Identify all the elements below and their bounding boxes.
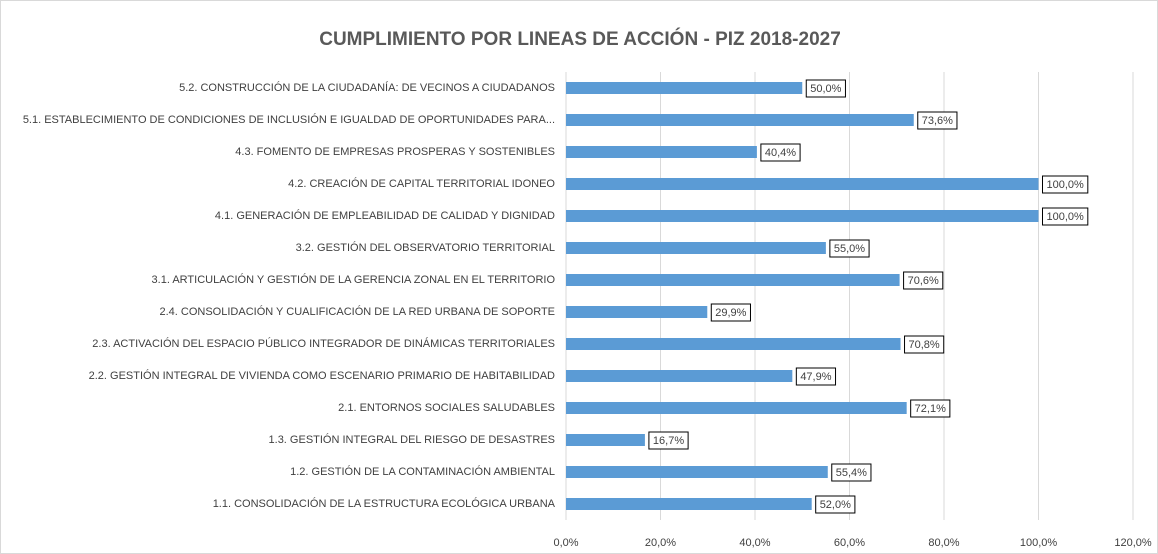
y-tick-label: 1.1. CONSOLIDACIÓN DE LA ESTRUCTURA ECOL…	[213, 497, 556, 510]
bar	[566, 82, 803, 94]
data-label-box	[917, 111, 958, 130]
x-tick-label: 120,0%	[1114, 537, 1152, 549]
data-label-box	[710, 303, 751, 322]
y-tick-label: 4.3. FOMENTO DE EMPRESAS PROSPERAS Y SOS…	[235, 146, 555, 158]
x-tick-label: 60,0%	[834, 537, 865, 549]
bar	[566, 146, 757, 158]
data-label: 16,7%	[653, 435, 684, 447]
data-label-box	[829, 239, 870, 258]
bar	[566, 434, 645, 446]
data-label-box	[904, 335, 945, 354]
data-label-box	[805, 79, 846, 98]
bar	[566, 114, 914, 126]
data-label-box	[815, 495, 856, 514]
bar	[566, 306, 708, 318]
data-label: 55,4%	[836, 467, 867, 479]
y-tick-label: 4.2. CREACIÓN DE CAPITAL TERRITORIAL IDO…	[288, 177, 555, 190]
y-tick-label: 3.1. ARTICULACIÓN Y GESTIÓN DE LA GERENC…	[152, 273, 556, 286]
bar	[566, 242, 826, 254]
data-label-box	[903, 271, 944, 290]
x-tick-label: 100,0%	[1020, 537, 1058, 549]
y-tick-label: 1.3. GESTIÓN INTEGRAL DEL RIESGO DE DESA…	[269, 433, 555, 446]
data-label: 73,6%	[922, 115, 953, 127]
bar	[566, 210, 1039, 222]
y-tick-label: 3.2. GESTIÓN DEL OBSERVATORIO TERRITORIA…	[296, 241, 555, 254]
bar	[566, 274, 900, 286]
data-label-box	[910, 399, 951, 418]
bar	[566, 498, 812, 510]
data-label: 50,0%	[810, 83, 841, 95]
data-label-box	[648, 431, 689, 450]
x-tick-label: 40,0%	[739, 537, 770, 549]
data-label: 40,4%	[765, 147, 796, 159]
y-tick-label: 2.2. GESTIÓN INTEGRAL DE VIVIENDA COMO E…	[89, 369, 555, 382]
x-tick-label: 80,0%	[928, 537, 959, 549]
chart-title: CUMPLIMIENTO POR LINEAS DE ACCIÓN - PIZ …	[319, 28, 841, 50]
data-label-box	[1042, 207, 1089, 226]
data-label: 70,8%	[909, 339, 940, 351]
data-label: 100,0%	[1047, 211, 1085, 223]
y-tick-label: 2.4. CONSOLIDACIÓN Y CUALIFICACIÓN DE LA…	[160, 305, 556, 318]
data-label-box	[831, 463, 872, 482]
data-label: 47,9%	[800, 371, 831, 383]
data-label: 52,0%	[820, 499, 851, 511]
x-tick-label: 20,0%	[645, 537, 676, 549]
y-tick-label: 5.1. ESTABLECIMIENTO DE CONDICIONES DE I…	[23, 113, 555, 126]
bar	[566, 466, 828, 478]
y-tick-label: 5.2. CONSTRUCCIÓN DE LA CIUDADANÍA: DE V…	[179, 81, 555, 94]
data-label: 100,0%	[1047, 179, 1085, 191]
bar	[566, 178, 1039, 190]
y-tick-label: 4.1. GENERACIÓN DE EMPLEABILIDAD DE CALI…	[215, 209, 555, 222]
bar	[566, 338, 901, 350]
data-label: 55,0%	[834, 243, 865, 255]
data-label-box	[1042, 175, 1089, 194]
data-label: 70,6%	[908, 275, 939, 287]
x-tick-label: 0,0%	[553, 537, 578, 549]
y-tick-label: 2.3. ACTIVACIÓN DEL ESPACIO PÚBLICO INTE…	[92, 337, 555, 350]
data-label-box	[760, 143, 801, 162]
data-label-box	[795, 367, 837, 386]
bar	[566, 402, 907, 414]
data-label: 72,1%	[915, 403, 946, 415]
y-tick-label: 2.1. ENTORNOS SOCIALES SALUDABLES	[338, 402, 555, 414]
y-tick-label: 1.2. GESTIÓN DE LA CONTAMINACIÓN AMBIENT…	[290, 465, 555, 478]
bar	[566, 370, 793, 382]
data-label: 29,9%	[715, 307, 746, 319]
